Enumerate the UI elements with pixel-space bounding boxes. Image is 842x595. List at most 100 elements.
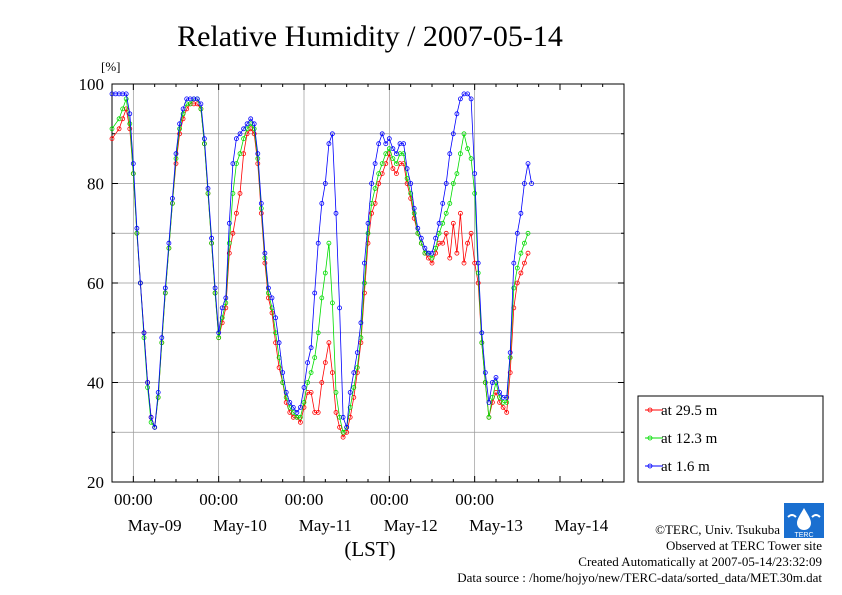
data-point xyxy=(230,230,236,236)
data-point xyxy=(226,220,232,226)
data-point xyxy=(340,414,346,420)
data-point xyxy=(475,280,481,286)
legend: at 29.5 m at 12.3 m at 1.6 m xyxy=(637,395,824,483)
data-point xyxy=(297,414,303,420)
legend-box xyxy=(637,395,824,483)
day-label: May-11 xyxy=(299,516,352,535)
data-point xyxy=(454,171,460,177)
data-point xyxy=(319,380,325,385)
data-point xyxy=(379,171,385,177)
data-point xyxy=(468,230,474,236)
data-point xyxy=(507,350,513,356)
data-point xyxy=(130,161,136,167)
data-point xyxy=(127,111,133,117)
source-text: Data source : /home/hojyo/new/TERC-data/… xyxy=(457,570,822,585)
data-point xyxy=(219,315,225,321)
data-point xyxy=(333,409,339,415)
data-point xyxy=(329,131,335,137)
data-point xyxy=(329,370,335,376)
copyright-text: ©TERC, Univ. Tsukuba xyxy=(655,522,780,537)
data-point xyxy=(372,161,378,167)
data-point xyxy=(201,136,207,142)
data-point xyxy=(209,235,215,241)
data-point xyxy=(433,235,439,241)
data-point xyxy=(166,240,172,246)
data-point xyxy=(450,181,456,186)
data-point xyxy=(465,240,471,246)
data-point xyxy=(226,250,232,256)
data-point xyxy=(152,424,158,430)
data-point xyxy=(276,365,282,371)
data-point xyxy=(262,250,268,256)
series-line xyxy=(112,93,532,428)
data-point xyxy=(265,285,271,291)
data-point xyxy=(514,265,520,271)
data-point xyxy=(411,205,417,211)
data-point xyxy=(184,96,190,102)
data-point xyxy=(237,151,243,157)
data-point xyxy=(447,255,453,261)
data-point xyxy=(489,399,495,405)
data-point xyxy=(241,136,247,142)
data-point xyxy=(315,240,321,246)
data-point xyxy=(123,106,129,112)
data-point xyxy=(273,315,279,321)
data-point xyxy=(269,310,275,316)
data-point xyxy=(475,270,481,276)
data-point xyxy=(518,210,524,216)
data-point xyxy=(127,121,133,127)
data-point xyxy=(248,126,254,132)
data-point xyxy=(123,96,129,102)
data-point xyxy=(109,91,115,97)
data-point xyxy=(475,260,481,266)
data-point xyxy=(326,240,332,246)
data-point xyxy=(223,295,229,301)
data-point xyxy=(237,190,243,196)
legend-marker xyxy=(647,407,653,413)
data-point xyxy=(497,399,503,405)
data-point xyxy=(173,151,179,157)
chart-title: Relative Humidity / 2007-05-14 xyxy=(177,20,563,53)
data-point xyxy=(301,385,307,390)
data-point xyxy=(354,370,360,376)
data-point xyxy=(372,186,378,191)
data-point xyxy=(308,389,314,395)
data-point xyxy=(237,131,243,137)
data-point xyxy=(390,156,396,162)
data-point xyxy=(500,404,506,410)
data-point xyxy=(504,394,510,400)
data-point xyxy=(205,186,211,191)
water-drop-icon xyxy=(797,508,811,530)
data-point xyxy=(401,141,407,147)
x-axis: 00:00 00:00 00:00 00:00 00:00 May-09 May-10 May… xyxy=(111,84,625,535)
data-point xyxy=(522,240,527,246)
data-point xyxy=(287,399,293,405)
data-point xyxy=(393,171,399,177)
grid xyxy=(112,84,624,482)
x-tick-label: 00:00 xyxy=(370,490,409,509)
data-point xyxy=(489,394,495,400)
legend-marker xyxy=(647,463,653,469)
data-point xyxy=(326,141,332,147)
data-point xyxy=(162,285,168,291)
data-point xyxy=(358,320,364,326)
data-point xyxy=(159,335,165,341)
y-tick-label: 40 xyxy=(87,374,104,393)
data-point xyxy=(120,91,126,97)
terc-logo: TERC xyxy=(784,503,824,539)
data-point xyxy=(518,250,524,256)
data-point xyxy=(504,399,510,405)
data-point xyxy=(468,96,474,102)
terc-logo-text: TERC xyxy=(794,532,813,539)
data-point xyxy=(497,394,503,400)
data-point xyxy=(287,404,293,410)
data-point xyxy=(120,116,126,122)
data-point xyxy=(479,340,485,346)
data-point xyxy=(312,290,318,296)
data-point xyxy=(308,345,314,351)
data-point xyxy=(322,360,328,366)
data-point xyxy=(312,355,318,361)
data-point xyxy=(322,270,328,276)
data-point xyxy=(411,210,417,216)
data-point xyxy=(280,370,286,376)
